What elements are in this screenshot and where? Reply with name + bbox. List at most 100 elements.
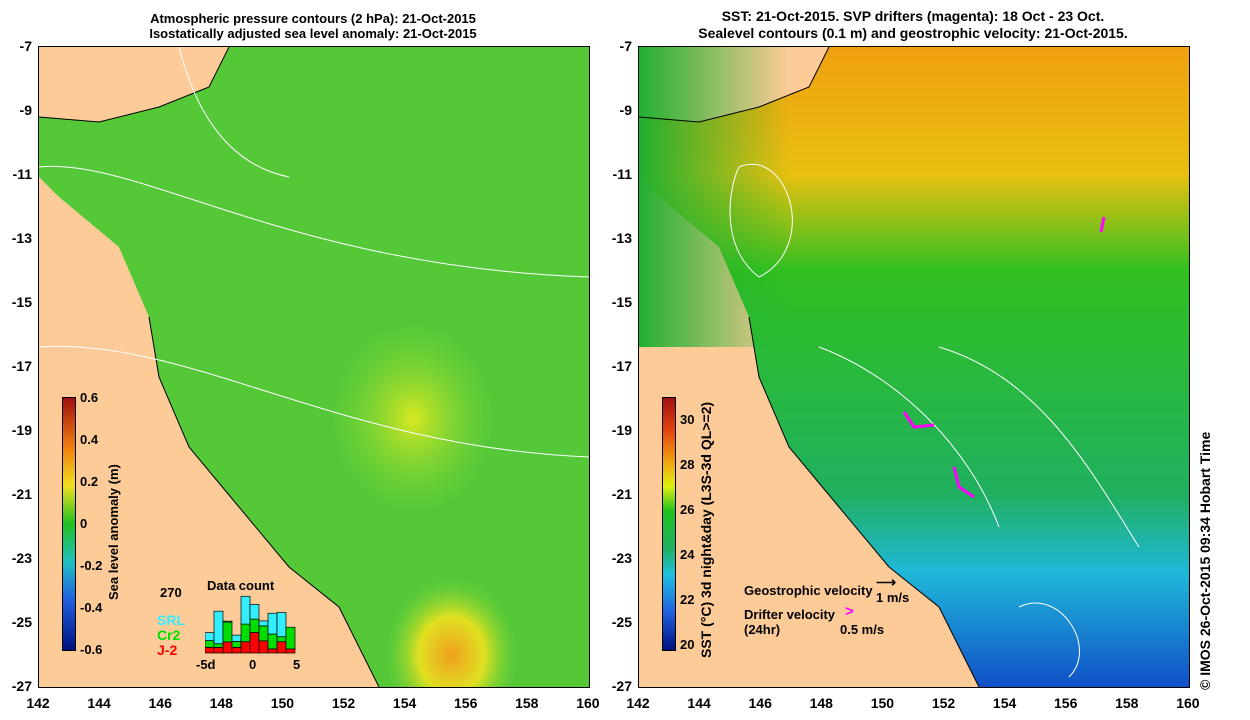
legend-cr2: Cr2 xyxy=(157,627,181,643)
histogram-bar-j2 xyxy=(205,647,215,654)
left-title: Atmospheric pressure contours (2 hPa): 2… xyxy=(38,11,588,41)
lat-tick-label: -19 xyxy=(11,422,32,438)
histogram-bar-cr2 xyxy=(222,621,233,643)
lat-tick-label: -19 xyxy=(611,422,632,438)
histogram-bar-srl xyxy=(276,612,287,638)
colorbar-tick-label: 0.6 xyxy=(80,390,99,405)
lat-tick-label: -23 xyxy=(11,550,32,566)
drifter-velocity-label: Drifter velocity xyxy=(744,607,836,622)
lon-tick-label: 156 xyxy=(454,695,478,711)
anomaly-high-central xyxy=(39,47,589,687)
geo-velocity-arrow-icon: ⟶ xyxy=(876,574,897,590)
histogram-bar-cr2 xyxy=(285,626,296,650)
lon-tick-label: 156 xyxy=(1054,695,1078,711)
colorbar-tick-label: 0 xyxy=(80,516,88,531)
histogram-bar-cr2 xyxy=(213,643,224,648)
histogram-bar-srl xyxy=(267,612,278,635)
legend-j-2: J-2 xyxy=(157,642,178,658)
histogram-bar-srl xyxy=(231,634,242,642)
histogram-bar-j2 xyxy=(285,648,296,654)
lon-tick-label: 146 xyxy=(148,695,172,711)
lon-tick-label: 144 xyxy=(87,695,111,711)
sst-map[interactable] xyxy=(638,46,1190,688)
lat-tick-label: -13 xyxy=(11,230,32,246)
lat-tick-label: -21 xyxy=(11,486,32,502)
right-title-line1: SST: 21-Oct-2015. SVP drifters (magenta)… xyxy=(721,8,1105,24)
lat-tick-label: -15 xyxy=(11,294,32,310)
drifter-velocity-sub: (24hr) xyxy=(744,622,781,637)
lon-tick-label: 154 xyxy=(392,695,417,711)
lon-tick-label: 160 xyxy=(1176,695,1200,711)
lat-tick-label: -13 xyxy=(611,230,632,246)
lat-tick-label: -9 xyxy=(19,102,32,118)
right-title: SST: 21-Oct-2015. SVP drifters (magenta)… xyxy=(638,8,1188,42)
lat-tick-label: -23 xyxy=(611,550,632,566)
geo-velocity-label: Geostrophic velocity xyxy=(744,583,873,598)
histogram-bar-cr2 xyxy=(240,623,251,643)
histogram-bar-j2 xyxy=(258,640,269,654)
drifter-tracks xyxy=(902,216,1106,499)
lon-tick-label: 148 xyxy=(209,695,233,711)
colorbar-tick-label: 24 xyxy=(680,547,695,562)
lon-tick-label: 142 xyxy=(26,695,50,711)
lon-tick-label: 158 xyxy=(515,695,539,711)
sea-level-map[interactable] xyxy=(38,46,590,688)
colorbar-tick-label: 26 xyxy=(680,502,695,517)
sst-colorbar xyxy=(662,397,676,651)
histogram-bar-j2 xyxy=(222,641,233,654)
histogram-x-tick: -5d xyxy=(196,657,216,672)
data-count-histogram xyxy=(205,595,296,654)
histogram-bar-srl xyxy=(258,620,269,627)
legend-srl: SRL xyxy=(157,612,185,628)
histogram-bar-j2 xyxy=(267,648,278,654)
histogram-bar-j2 xyxy=(231,647,242,654)
lat-tick-label: -27 xyxy=(11,678,32,694)
histogram-x-tick: 5 xyxy=(293,657,301,672)
histogram-bar-cr2 xyxy=(231,641,242,648)
histogram-x-tick: 0 xyxy=(249,657,257,672)
lon-tick-label: 146 xyxy=(748,695,772,711)
lat-tick-label: -7 xyxy=(19,38,32,54)
histogram-bar-j2 xyxy=(240,641,251,654)
sea-level-colorbar-label: Sea level anomaly (m) xyxy=(106,464,121,600)
histogram-bar-j2 xyxy=(276,641,287,654)
histogram-bar-srl xyxy=(249,604,260,620)
lat-tick-label: -11 xyxy=(12,166,32,182)
lat-tick-label: -25 xyxy=(611,614,632,630)
lat-tick-label: -7 xyxy=(619,38,632,54)
sea-level-colorbar xyxy=(62,397,76,651)
colorbar-tick-label: -0.6 xyxy=(80,642,103,657)
colorbar-tick-label: 0.2 xyxy=(80,474,99,489)
pressure-contours xyxy=(39,47,589,458)
lon-tick-label: 150 xyxy=(870,695,895,711)
histogram-bar-j2 xyxy=(213,647,224,654)
lon-tick-label: 158 xyxy=(1115,695,1139,711)
data-count-title: Data count xyxy=(207,578,275,593)
sst-colorbar-label: SST (°C) 3d night&day (L3S-3d QL>=2) xyxy=(698,401,714,658)
lon-tick-label: 152 xyxy=(331,695,356,711)
sealevel-contours xyxy=(729,164,1140,678)
right-title-line2: Sealevel contours (0.1 m) and geostrophi… xyxy=(698,25,1128,41)
credit: © IMOS 26-Oct-2015 09:34 Hobart Time xyxy=(1197,431,1213,690)
lon-tick-label: 160 xyxy=(576,695,600,711)
histogram-bar-j2 xyxy=(249,632,260,654)
colorbar-tick-label: 22 xyxy=(680,592,695,607)
histogram-bar-srl xyxy=(240,595,251,625)
left-title-line2: Isostatically adjusted sea level anomaly… xyxy=(149,26,477,41)
drifter-velocity-scale: 0.5 m/s xyxy=(840,622,885,637)
colorbar-tick-label: 30 xyxy=(680,412,695,427)
histogram-bar-srl xyxy=(222,620,233,623)
sst-map-svg xyxy=(639,47,1189,687)
drifter-arrow-icon: > xyxy=(845,603,854,620)
geo-velocity-scale: 1 m/s xyxy=(876,590,910,605)
colorbar-tick-label: -0.4 xyxy=(80,600,103,615)
sea-level-map-svg xyxy=(39,47,589,687)
lat-tick-label: -21 xyxy=(611,486,632,502)
lon-tick-label: 152 xyxy=(931,695,956,711)
coastline xyxy=(39,47,380,687)
lon-tick-label: 144 xyxy=(687,695,711,711)
lat-tick-label: -17 xyxy=(611,358,632,374)
lat-tick-label: -15 xyxy=(611,294,632,310)
colorbar-tick-label: -0.2 xyxy=(80,558,103,573)
lon-tick-label: 148 xyxy=(809,695,833,711)
